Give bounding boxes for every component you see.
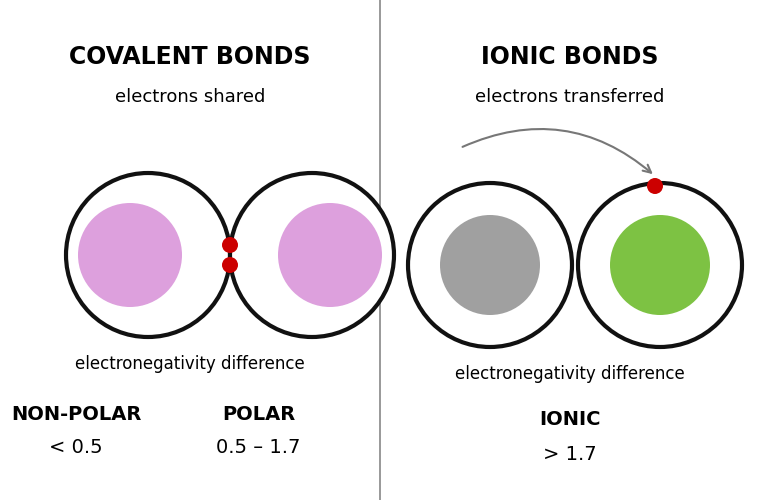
Text: < 0.5: < 0.5 bbox=[49, 438, 103, 457]
Circle shape bbox=[408, 183, 572, 347]
Circle shape bbox=[222, 237, 238, 253]
Circle shape bbox=[230, 173, 394, 337]
Text: COVALENT BONDS: COVALENT BONDS bbox=[69, 45, 311, 69]
Text: POLAR: POLAR bbox=[222, 405, 295, 424]
Circle shape bbox=[610, 215, 710, 315]
Text: IONIC: IONIC bbox=[540, 410, 600, 429]
Text: IONIC BONDS: IONIC BONDS bbox=[481, 45, 659, 69]
Text: electrons transferred: electrons transferred bbox=[475, 88, 665, 106]
Text: electrons shared: electrons shared bbox=[115, 88, 265, 106]
Circle shape bbox=[66, 173, 230, 337]
Text: > 1.7: > 1.7 bbox=[543, 445, 597, 464]
Circle shape bbox=[440, 215, 540, 315]
Circle shape bbox=[647, 178, 663, 194]
Circle shape bbox=[578, 183, 742, 347]
Circle shape bbox=[222, 257, 238, 273]
Text: electronegativity difference: electronegativity difference bbox=[455, 365, 685, 383]
Circle shape bbox=[78, 203, 182, 307]
Text: NON-POLAR: NON-POLAR bbox=[11, 405, 141, 424]
Circle shape bbox=[278, 203, 382, 307]
Text: 0.5 – 1.7: 0.5 – 1.7 bbox=[216, 438, 301, 457]
Text: electronegativity difference: electronegativity difference bbox=[75, 355, 305, 373]
